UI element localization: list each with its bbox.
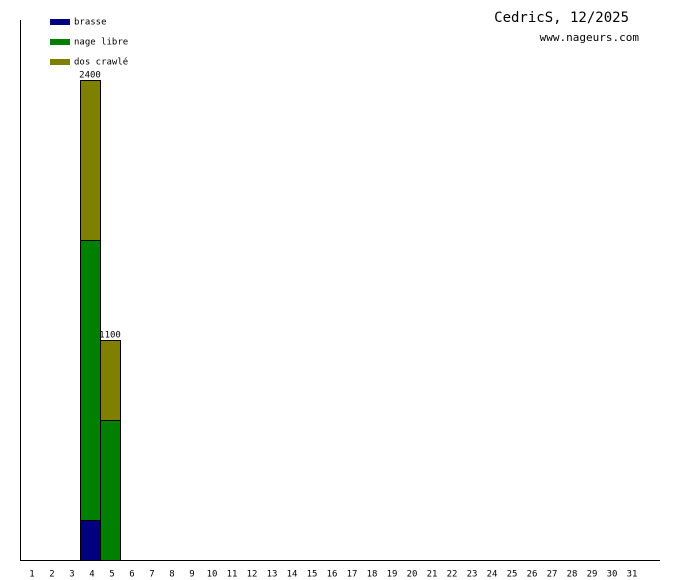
x-tick-label: 1	[29, 570, 34, 580]
legend-swatch	[50, 39, 70, 45]
x-tick-label: 4	[89, 570, 94, 580]
x-tick-label: 11	[227, 570, 238, 580]
x-tick-label: 24	[487, 570, 498, 580]
x-tick-label: 28	[567, 570, 578, 580]
bar-segment	[80, 80, 101, 241]
x-tick-label: 14	[287, 570, 298, 580]
x-tick-label: 22	[447, 570, 458, 580]
bar-segment	[100, 420, 121, 561]
x-tick-label: 12	[247, 570, 258, 580]
x-tick-label: 16	[327, 570, 338, 580]
x-tick-label: 18	[367, 570, 378, 580]
bar-total-label: 1100	[99, 331, 121, 341]
x-tick-label: 30	[607, 570, 618, 580]
x-tick-label: 2	[49, 570, 54, 580]
x-tick-label: 3	[69, 570, 74, 580]
legend-label: nage libre	[74, 38, 128, 48]
x-tick-label: 9	[189, 570, 194, 580]
x-tick-label: 15	[307, 570, 318, 580]
x-tick-label: 7	[149, 570, 154, 580]
x-tick-label: 25	[507, 570, 518, 580]
x-tick-label: 26	[527, 570, 538, 580]
bar-segment	[80, 240, 101, 521]
x-tick-label: 21	[427, 570, 438, 580]
x-tick-label: 13	[267, 570, 278, 580]
x-tick-label: 8	[169, 570, 174, 580]
x-tick-label: 10	[207, 570, 218, 580]
x-tick-label: 5	[109, 570, 114, 580]
x-tick-label: 20	[407, 570, 418, 580]
x-tick-label: 29	[587, 570, 598, 580]
legend-label: dos crawlé	[74, 57, 128, 68]
x-tick-label: 17	[347, 570, 358, 580]
bar-segment	[100, 340, 121, 421]
chart-title: CedricS, 12/2025	[494, 10, 629, 26]
legend-swatch	[50, 19, 70, 25]
x-tick-label: 27	[547, 570, 558, 580]
legend-label: brasse	[74, 18, 107, 28]
chart-subtitle: www.nageurs.com	[540, 31, 640, 44]
x-tick-label: 23	[467, 570, 478, 580]
legend-swatch	[50, 59, 70, 65]
bar-total-label: 2400	[79, 71, 101, 81]
x-tick-label: 31	[627, 570, 638, 580]
x-tick-label: 19	[387, 570, 398, 580]
bar-segment	[80, 520, 101, 561]
x-tick-label: 6	[129, 570, 134, 580]
